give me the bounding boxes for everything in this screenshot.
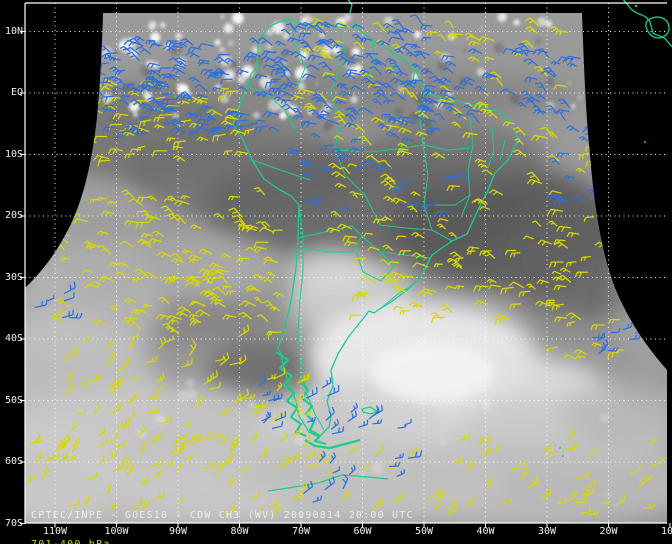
wind-barbs-mid-level	[25, 17, 667, 517]
lon-label: 70W	[291, 526, 311, 537]
lon-label: 100W	[104, 526, 129, 537]
chile-fjords-coast	[275, 351, 361, 450]
lon-label: 10W	[660, 526, 672, 537]
lon-label: 20W	[599, 526, 618, 537]
axis-ticks	[20, 31, 671, 528]
wind-barb-cluster	[270, 14, 435, 128]
lon-label: 50W	[414, 526, 434, 537]
antilles-arc	[347, 0, 353, 14]
legend-mid-level: 701-400 hPa	[31, 540, 414, 544]
wind-barb-cluster	[85, 35, 288, 139]
wind-barb-cluster	[284, 112, 468, 217]
lon-label: 30W	[537, 526, 557, 537]
lon-label: 110W	[42, 526, 68, 537]
lat-label: 70S	[4, 517, 23, 529]
lat-label: 60S	[4, 456, 23, 467]
wind-barb-cluster	[417, 42, 557, 124]
wind-barb-cluster	[34, 281, 83, 319]
coastline-overlay	[100, 0, 672, 492]
lat-label: 10N	[4, 25, 23, 37]
wind-barb-cluster	[258, 375, 345, 435]
lat-label: 30S	[4, 271, 23, 283]
antarctic-peninsula-coast	[267, 474, 389, 492]
lat-label: 20S	[4, 210, 23, 221]
lat-label: 40S	[4, 333, 23, 344]
lat-label: 10S	[4, 148, 23, 160]
cloud-shading-light	[25, 190, 667, 523]
lon-label: 90W	[168, 526, 188, 537]
lat-label: 50S	[4, 394, 23, 406]
cloud-core	[371, 342, 495, 402]
image-caption: CPTEC/INPE - GOES10 - CDW CH3 (WV) 20090…	[31, 492, 414, 544]
wv-imagery	[25, 13, 667, 523]
wind-barb-cluster	[81, 78, 255, 167]
product-title: CPTEC/INPE - GOES10 - CDW CH3 (WV) 20090…	[31, 510, 414, 522]
africa-coast	[622, 0, 672, 48]
lon-label: 60W	[353, 526, 372, 537]
falkland-islands	[361, 406, 378, 415]
wind-barb-cluster	[25, 419, 150, 513]
wind-barb-cluster	[55, 324, 312, 476]
wind-barb-cluster	[303, 474, 349, 503]
lon-label: 80W	[230, 526, 249, 537]
wind-barb-cluster	[347, 402, 412, 429]
lat-label: EQ	[10, 87, 23, 98]
wind-barb-cluster	[50, 186, 285, 338]
wind-barb-cluster	[318, 450, 423, 478]
plot-border	[24, 2, 667, 524]
lon-label: 40W	[476, 526, 495, 537]
wind-barb-cluster	[150, 428, 667, 517]
